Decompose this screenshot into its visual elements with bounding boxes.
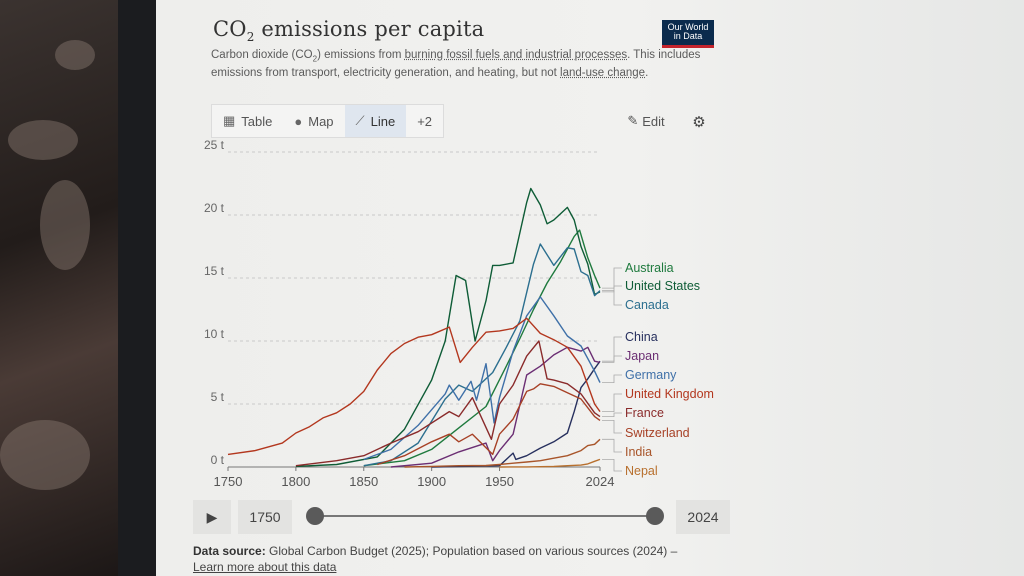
owid-logo[interactable]: Our World in Data: [662, 20, 714, 48]
browser-screen: [156, 0, 1024, 576]
x-tick-label: 1950: [485, 474, 514, 489]
timeline-end-handle[interactable]: [646, 507, 664, 525]
series-line-china: [431, 360, 601, 468]
legend-connector: [602, 393, 622, 412]
legend-label-france: France: [625, 406, 664, 420]
learn-more-link[interactable]: Learn more about this data: [193, 560, 337, 574]
series-line-united-states: [295, 187, 601, 468]
timeline-start-handle[interactable]: [306, 507, 324, 525]
legend-connector: [602, 285, 622, 293]
series-line-nepal: [499, 458, 601, 468]
legend-label-china: China: [625, 330, 658, 344]
series-line-india: [404, 438, 601, 468]
series-line-switzerland: [377, 383, 601, 466]
legend-label-india: India: [625, 445, 652, 459]
legend-label-canada: Canada: [625, 298, 669, 312]
tab-line[interactable]: ⟋ Line: [344, 105, 407, 137]
legend-connector: [602, 336, 622, 362]
edit-button[interactable]: ✎ Edit: [627, 113, 665, 129]
series-line-japan: [390, 346, 601, 468]
legend-label-switzerland: Switzerland: [625, 426, 690, 440]
legend-connector: [602, 420, 622, 434]
line-chart-icon: ⟋: [355, 113, 365, 128]
legend-connector: [602, 374, 622, 383]
series-line-united-kingdom: [227, 317, 601, 456]
y-tick-label: 25 t: [204, 140, 225, 152]
timeline-start-label[interactable]: 1750: [238, 500, 292, 534]
land-use-change-link[interactable]: land-use change: [560, 67, 646, 80]
x-tick-label: 2024: [586, 474, 615, 489]
background-fabric: [0, 0, 118, 576]
y-tick-label: 5 t: [211, 390, 225, 404]
gear-icon: ⚙: [692, 114, 706, 131]
tab-table[interactable]: ▦ Table: [223, 113, 273, 129]
legend-connector: [602, 267, 622, 289]
timeline-end-label[interactable]: 2024: [676, 500, 730, 534]
pencil-icon: ✎: [627, 113, 639, 128]
legend-connector: [602, 438, 622, 453]
fossil-fuels-link[interactable]: burning fossil fuels and industrial proc…: [404, 49, 628, 61]
settings-button[interactable]: ⚙: [684, 108, 714, 136]
legend-connector: [602, 290, 622, 306]
series-line-australia: [363, 229, 601, 467]
play-icon: ▶: [206, 508, 218, 525]
legend-label-australia: Australia: [625, 261, 674, 275]
y-tick-label: 20 t: [204, 201, 225, 215]
chart-title: CO2 emissions per capita: [213, 17, 485, 45]
line-chart: 0 t 5 t 10 t 15 t 20 t 25 t 1750 1800 1850 1900 19…: [204, 140, 714, 489]
legend-label-germany: Germany: [625, 368, 677, 382]
globe-icon: ●: [294, 113, 303, 129]
y-tick-label: 15 t: [204, 264, 225, 278]
legend-label-united-kingdom: United Kingdom: [625, 387, 714, 401]
legend-label-japan: Japan: [625, 349, 659, 363]
x-tick-label: 1800: [281, 474, 310, 489]
series-line-canada: [363, 243, 601, 467]
tab-map[interactable]: ● Map: [294, 113, 334, 129]
timeline-track: [317, 515, 653, 517]
y-tick-label: 10 t: [204, 327, 225, 341]
timeline-slider[interactable]: [306, 507, 664, 525]
series-line-germany: [363, 296, 601, 461]
legend-connector: [602, 459, 622, 472]
x-tick-label: 1750: [214, 474, 243, 489]
play-button[interactable]: ▶: [193, 500, 231, 534]
legend-connector: [602, 412, 622, 417]
legend-label-nepal: Nepal: [625, 464, 658, 478]
series-line-france: [295, 340, 601, 467]
chart-subtitle: Carbon dioxide (CO2) emissions from burn…: [211, 49, 701, 80]
legend-connector: [602, 355, 622, 363]
x-tick-label: 1850: [349, 474, 378, 489]
chart-tabs: ▦ Table ● Map ⟋ Line +2: [211, 104, 445, 138]
y-tick-label: 0 t: [211, 453, 225, 467]
data-source: Data source: Global Carbon Budget (2025)…: [193, 544, 678, 574]
table-icon: ▦: [223, 113, 236, 128]
tab-more[interactable]: +2: [417, 113, 433, 129]
legend-label-united-states: United States: [625, 279, 700, 293]
x-tick-label: 1900: [417, 474, 446, 489]
screen-bezel: [118, 0, 158, 576]
